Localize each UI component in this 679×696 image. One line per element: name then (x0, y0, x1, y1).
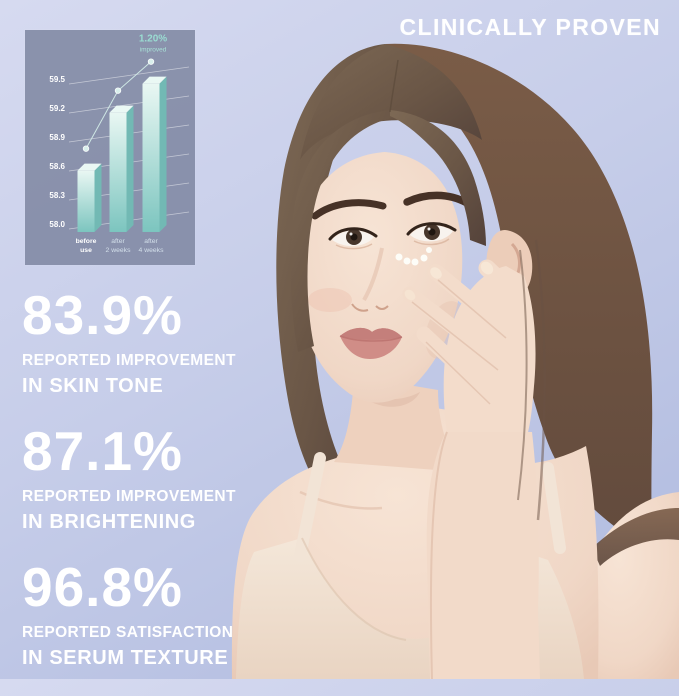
bar-side (159, 76, 167, 232)
gridline (68, 66, 190, 85)
x-label: after (144, 238, 158, 245)
bar-top (109, 105, 134, 113)
blush (308, 288, 352, 312)
fingernail (430, 267, 442, 279)
bar-top (77, 163, 102, 171)
stat-brightening: 87.1% REPORTED IMPROVEMENT IN BRIGHTENIN… (22, 424, 252, 534)
hair-part (389, 59, 399, 113)
stat-caption: REPORTED IMPROVEMENT (22, 488, 236, 505)
bar (77, 170, 95, 232)
x-label: use (80, 247, 92, 254)
bar (109, 112, 127, 232)
clinical-chart-panel: 58.0 58.3 58.6 58.9 59.2 59.5 1.20% improved bef… (25, 30, 195, 265)
trend-dot (147, 58, 155, 65)
y-tick-label: 58.9 (49, 133, 65, 142)
nose (351, 247, 389, 312)
x-label: 2 weeks (106, 247, 132, 254)
stat-value: 96.8% (22, 556, 183, 618)
bar-top (142, 76, 167, 84)
annotation-label: improved (140, 47, 167, 54)
hair-over-arm (592, 508, 679, 566)
x-label: before (76, 238, 97, 245)
stats-column: 83.9% REPORTED IMPROVEMENT IN SKIN TONE … (22, 288, 252, 696)
y-tick-label: 58.6 (49, 162, 65, 171)
bar (142, 83, 160, 232)
finger (428, 264, 514, 338)
improvement-bar-chart: 58.0 58.3 58.6 58.9 59.2 59.5 1.20% improved bef… (49, 34, 190, 254)
ad-canvas: CLINICALLY PROVEN 58.0 58.3 58.6 58.9 59.2 59… (25, 14, 679, 679)
x-label: after (111, 238, 125, 245)
stat-serum-texture: 96.8% REPORTED SATISFACTION IN SERUM TEX… (22, 560, 252, 670)
stat-caption-strong: IN BRIGHTENING (22, 511, 196, 533)
y-tick-label: 59.2 (49, 104, 65, 113)
hair-wisps (517, 239, 546, 521)
stat-caption: REPORTED SATISFACTION (22, 624, 234, 641)
stat-caption-strong: IN SERUM TEXTURE (22, 647, 229, 669)
forearm (426, 430, 540, 679)
stat-caption: REPORTED IMPROVEMENT (22, 352, 236, 369)
x-label: 4 weeks (139, 247, 165, 254)
headline-clinically-proven: CLINICALLY PROVEN (399, 14, 661, 40)
camisole-strap-right (542, 462, 566, 554)
trend-dot (82, 145, 90, 152)
finger (416, 326, 498, 404)
serum-dots (395, 247, 432, 266)
stat-caption-strong: IN SKIN TONE (22, 375, 164, 397)
stat-value: 87.1% (22, 420, 183, 482)
y-tick-label: 58.3 (49, 191, 65, 200)
eyebrows (311, 191, 471, 220)
model-photo (231, 43, 679, 679)
fingernail (404, 289, 416, 301)
annotation-value: 1.20% (139, 34, 167, 45)
hand (402, 259, 540, 679)
trend-dot (114, 87, 122, 94)
y-tick-label: 58.0 (49, 220, 65, 229)
neckline (301, 537, 407, 641)
stat-skin-tone: 83.9% REPORTED IMPROVEMENT IN SKIN TONE (22, 288, 252, 398)
hair-back (276, 43, 653, 679)
gridline (68, 95, 190, 114)
eyes (328, 222, 457, 250)
bar-side (126, 105, 134, 232)
stat-value: 83.9% (22, 284, 183, 346)
bar-side (94, 163, 102, 232)
y-tick-label: 59.5 (49, 75, 65, 84)
fingernail (480, 261, 494, 275)
finger (402, 286, 506, 370)
hair-front (290, 44, 486, 352)
lips (339, 327, 403, 359)
